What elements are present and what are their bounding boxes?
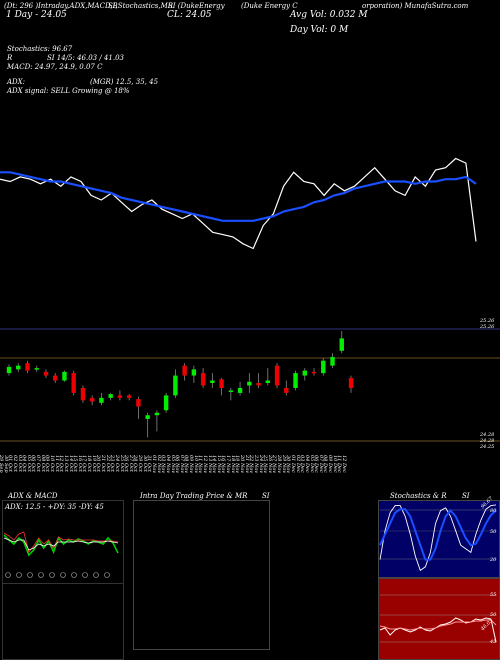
stoch-tick-50: 50 (490, 529, 497, 535)
stoch-tick-80: 80 (490, 508, 497, 514)
adx-signal: ADX signal: SELL Growing @ 18% (7, 87, 130, 95)
candle-body (321, 360, 326, 374)
candle-body (16, 365, 21, 370)
mrsi-panel (378, 578, 500, 660)
adx-marker (82, 572, 88, 578)
candle-body (237, 387, 243, 393)
period-label: 1 Day - 24.05 (6, 10, 67, 20)
candle-body (293, 373, 298, 388)
adx-marker (71, 572, 77, 578)
candle-body (274, 365, 280, 386)
candle-body (108, 394, 113, 398)
price-line-chart (0, 157, 477, 250)
candle-body (154, 412, 160, 416)
candle-body (330, 356, 335, 366)
price-line-series-1 (0, 171, 477, 222)
candle-body (80, 387, 86, 401)
mrsi-tick-55: 55 (490, 592, 497, 598)
candle-body (302, 370, 307, 376)
price-label-low-3: 24.25 (480, 444, 495, 450)
candle-body (89, 397, 95, 402)
candle-body (117, 395, 123, 398)
stoch-series-1 (379, 508, 497, 561)
mrsi-tick-50: 50 (490, 612, 497, 618)
header-segment-4: (Duke Energy C (241, 2, 298, 10)
adx-series-1 (3, 531, 119, 553)
candle-body (43, 371, 49, 376)
stochastics-value: Stochastics: 96.67 (7, 45, 73, 53)
header-segment-1: Intraday,ADX,MACD,B (38, 2, 118, 10)
candle-body (71, 373, 76, 393)
intraday-si-label: SI (262, 492, 270, 500)
candlestick-chart (0, 328, 500, 442)
close-price: CL: 24.05 (167, 10, 212, 20)
candle-body (339, 338, 344, 351)
price-label-top-1: 25.26 (480, 318, 495, 324)
adx-marker (104, 572, 110, 578)
stochastics-si-label: SI (462, 492, 470, 500)
candle-body (219, 379, 224, 388)
mrsi-tick-45: 45 (490, 639, 497, 645)
adx-marker (93, 572, 99, 578)
mgr-value: (MGR) 12.5, 35, 45 (90, 78, 159, 86)
header-segment-5: orporation) MunafaSutra.com (362, 2, 469, 10)
header-segment-3: SI (DukeEnergy (168, 2, 225, 10)
candle-body (173, 375, 178, 396)
candle-body (163, 395, 169, 411)
candle-body (6, 366, 12, 374)
adx-marker (60, 572, 66, 578)
candle-body (284, 387, 289, 393)
candle-body (200, 373, 206, 386)
intraday-panel (133, 500, 270, 650)
adx-label: ADX: (7, 78, 26, 86)
price-label-low-1: 24.28 (480, 432, 495, 438)
adx-marker (49, 572, 55, 578)
candle-body (228, 390, 234, 392)
candle-body (25, 363, 30, 371)
macd-panel (2, 583, 124, 660)
adx-values-text: ADX: 12.5 - +DY: 35 -DY: 45 (5, 503, 104, 511)
candle-body (191, 369, 197, 376)
candle-body (348, 378, 354, 388)
price-label-low-2: 24.28 (480, 438, 495, 444)
mrsi-series-1 (379, 619, 497, 631)
stoch-tick-20: 20 (490, 557, 497, 563)
macd-value: MACD: 24.97, 24.9, 0.07 C (7, 63, 103, 71)
header-segment-2: SI,Stochastics,MR (108, 2, 174, 10)
candle-body (53, 375, 58, 381)
candle-body (256, 383, 261, 386)
chart-code: (Dt: 296 ) (4, 2, 39, 10)
candle-body (145, 415, 150, 419)
adx-marker (5, 572, 11, 578)
intraday-title: Intra Day Trading Price & MR (140, 492, 248, 500)
candle-body (99, 397, 104, 403)
candle-body (62, 371, 67, 381)
avg-volume: Avg Vol: 0.032 M (290, 10, 368, 20)
adx-series-2 (3, 537, 119, 551)
candle-body (247, 381, 252, 386)
adx-marker (27, 572, 33, 578)
price-label-top-2: 25.26 (480, 324, 495, 330)
mrsi-series-0 (379, 617, 497, 643)
adx-macd-title: ADX & MACD (8, 492, 58, 500)
day-volume: Day Vol: 0 M (290, 25, 349, 35)
adx-marker (38, 572, 44, 578)
candle-body (210, 380, 215, 383)
candle-body (265, 380, 271, 383)
candle-body (34, 368, 39, 370)
candle-body (126, 395, 132, 398)
stoch-series-0 (379, 504, 497, 572)
price-line-series-0 (0, 157, 477, 250)
si-value: SI 14/5: 46.03 / 41.03 (47, 54, 124, 62)
candle-body (311, 371, 317, 374)
stochastics-title: Stochastics & R (390, 492, 447, 500)
candle-body (182, 365, 187, 376)
rsi-r-label: R (7, 54, 13, 62)
candle-body (136, 399, 141, 407)
adx-marker (16, 572, 22, 578)
